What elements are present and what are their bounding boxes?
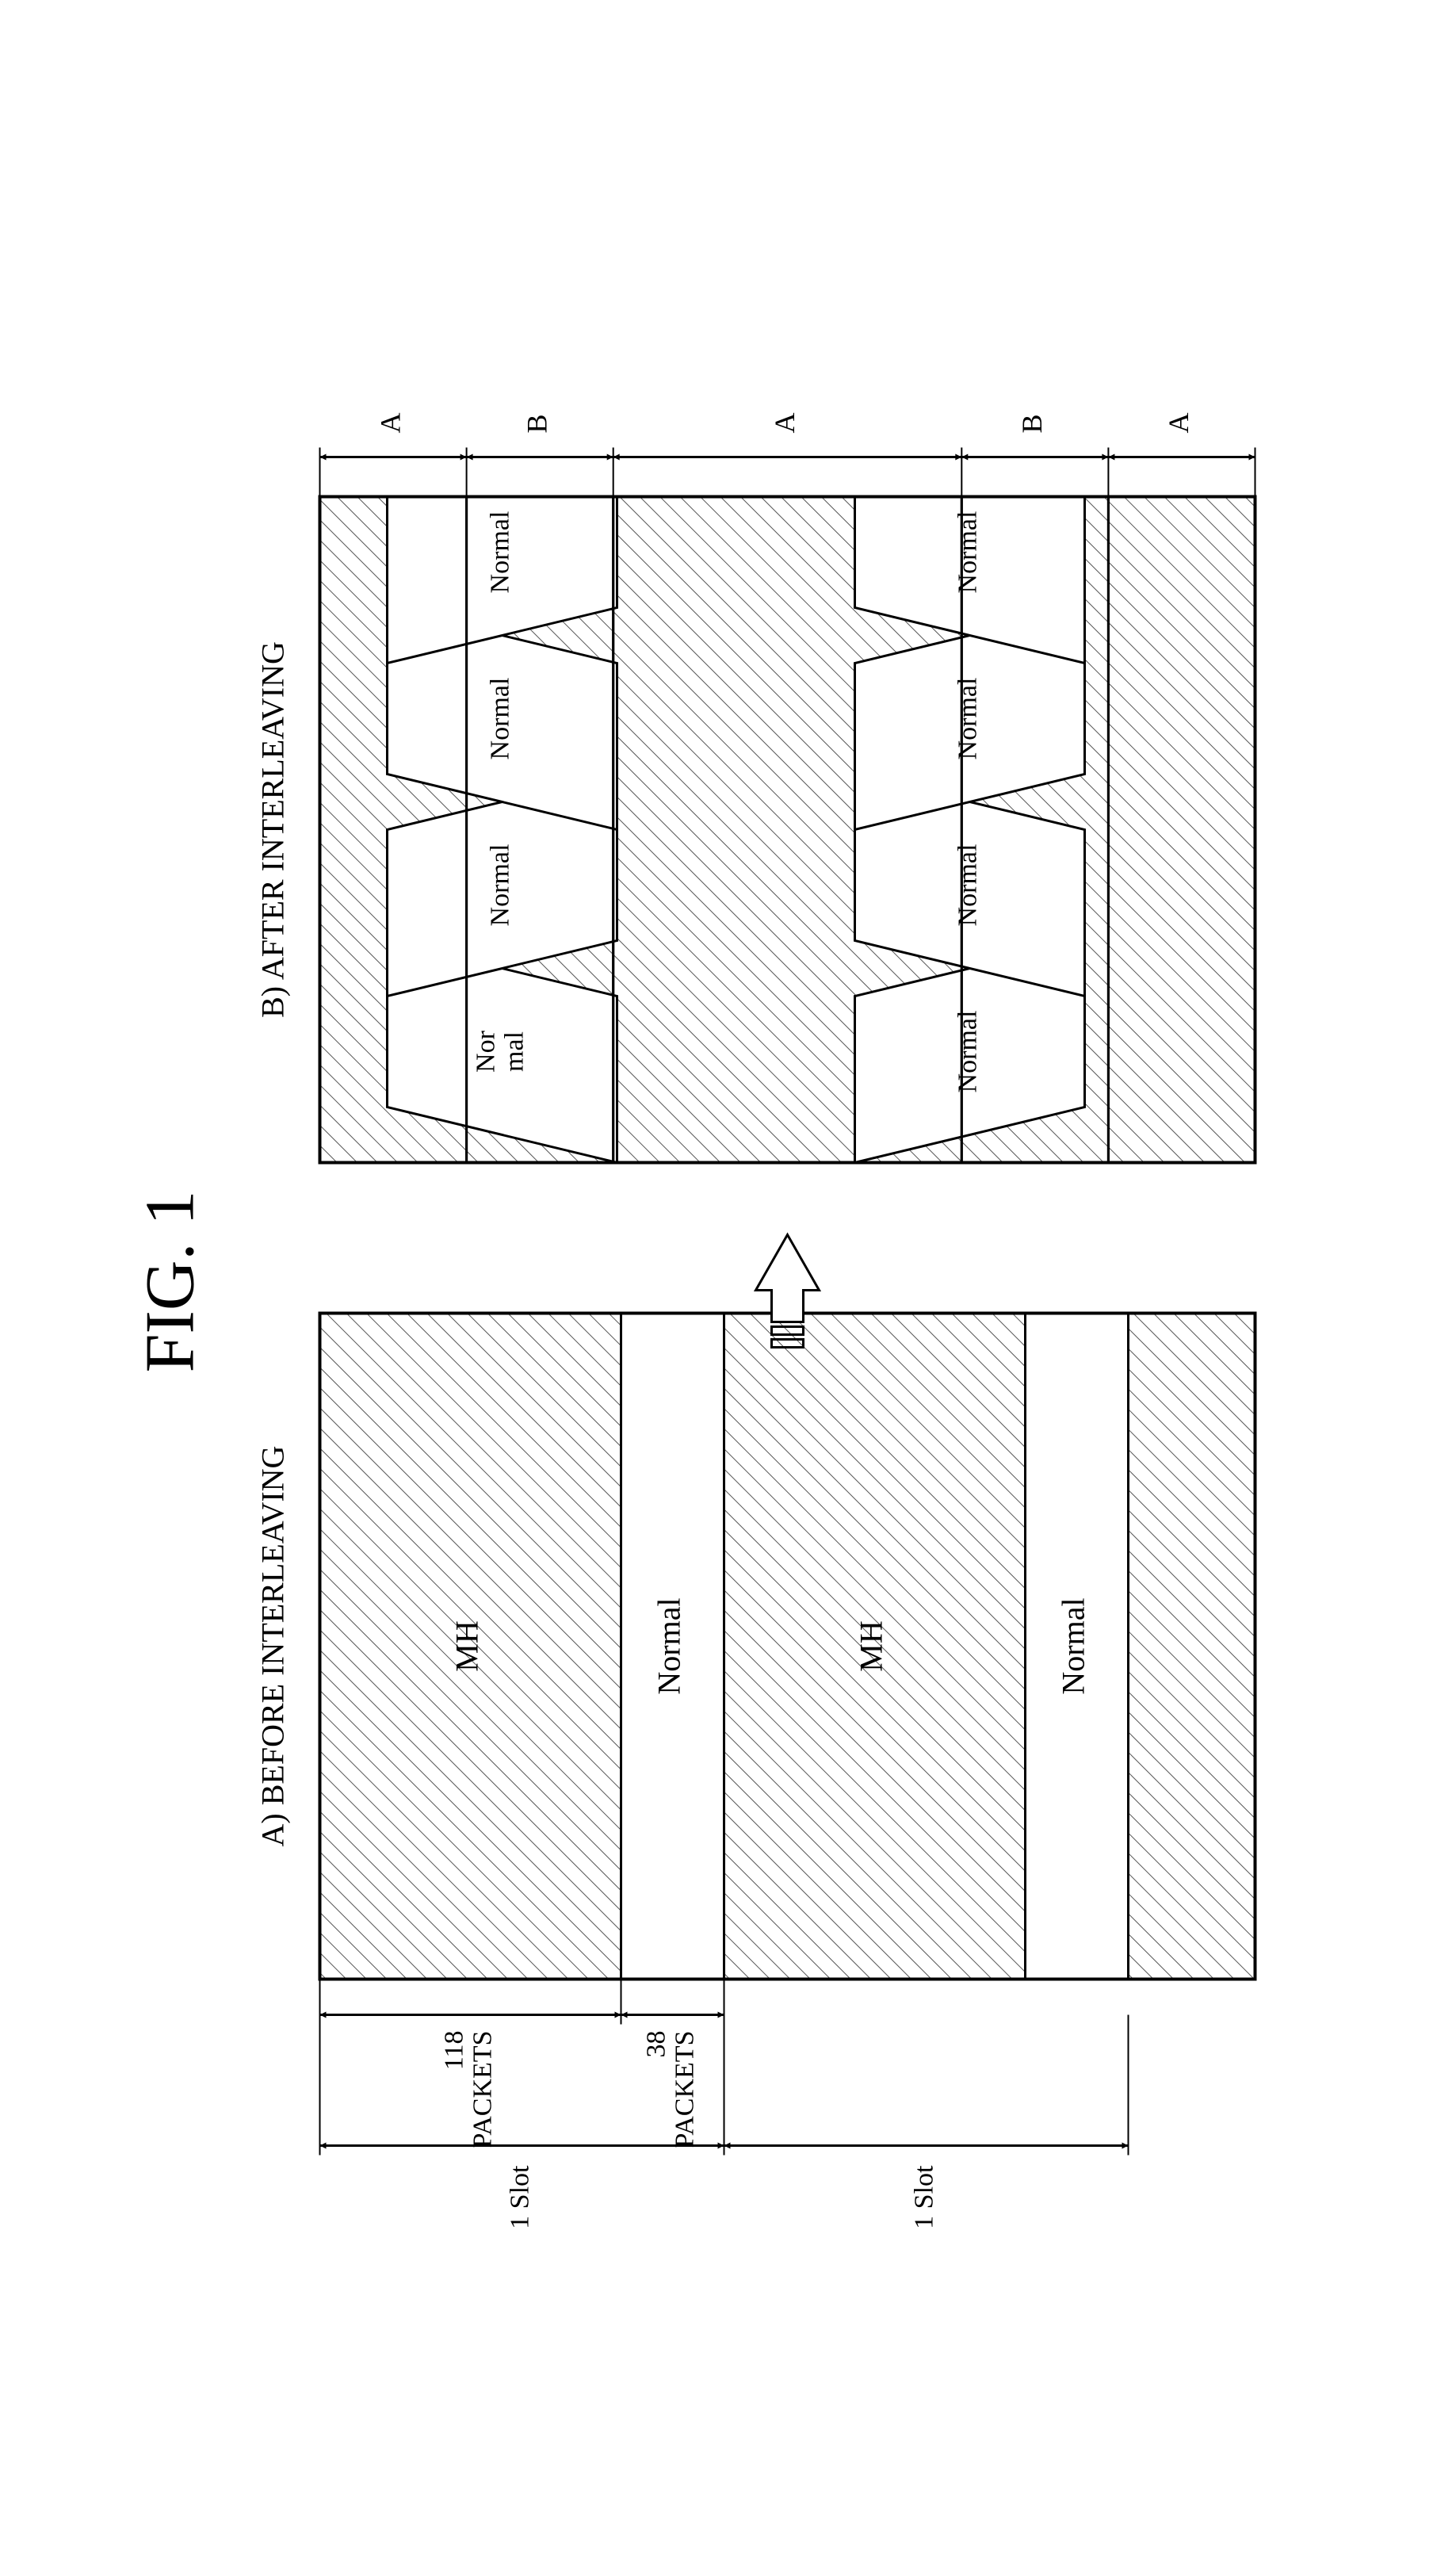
svg-text:Normal: Normal — [652, 1597, 687, 1694]
svg-text:A: A — [1163, 413, 1194, 434]
after-panel: B) AFTER INTERLEAVING Normal Normal Normal N… — [255, 275, 1255, 1163]
svg-text:A: A — [374, 413, 406, 434]
svg-text:Normal: Normal — [471, 1030, 529, 1073]
svg-text:MH: MH — [449, 1620, 485, 1671]
svg-text:Normal: Normal — [485, 511, 514, 594]
before-panel: A) BEFORE INTERLEAVING MH Normal MH Normal 11… — [255, 1314, 1255, 2229]
svg-text:1 Slot: 1 Slot — [909, 2165, 938, 2229]
svg-text:Normal: Normal — [953, 511, 982, 594]
svg-text:Normal: Normal — [1056, 1597, 1091, 1694]
svg-text:Normal: Normal — [485, 844, 514, 927]
normal-parallelogram — [855, 275, 1085, 497]
svg-text:B: B — [521, 414, 552, 433]
svg-text:Normal: Normal — [953, 844, 982, 927]
svg-text:A: A — [769, 413, 801, 434]
svg-text:118PACKETS: 118PACKETS — [439, 2031, 497, 2148]
svg-text:Normal: Normal — [485, 678, 514, 760]
svg-text:B) AFTER INTERLEAVING: B) AFTER INTERLEAVING — [255, 641, 291, 1018]
svg-text:MH: MH — [854, 1620, 889, 1671]
svg-text:A) BEFORE INTERLEAVING: A) BEFORE INTERLEAVING — [255, 1446, 291, 1847]
svg-text:FIG. 1: FIG. 1 — [132, 1191, 209, 1373]
svg-text:Normal: Normal — [953, 678, 982, 760]
svg-text:38PACKETS: 38PACKETS — [641, 2031, 699, 2148]
normal-parallelogram — [388, 275, 617, 497]
svg-text:B: B — [1016, 414, 1048, 433]
mh-row — [1129, 1314, 1255, 1980]
svg-text:Normal: Normal — [953, 1011, 982, 1093]
svg-text:1 Slot: 1 Slot — [505, 2165, 534, 2229]
